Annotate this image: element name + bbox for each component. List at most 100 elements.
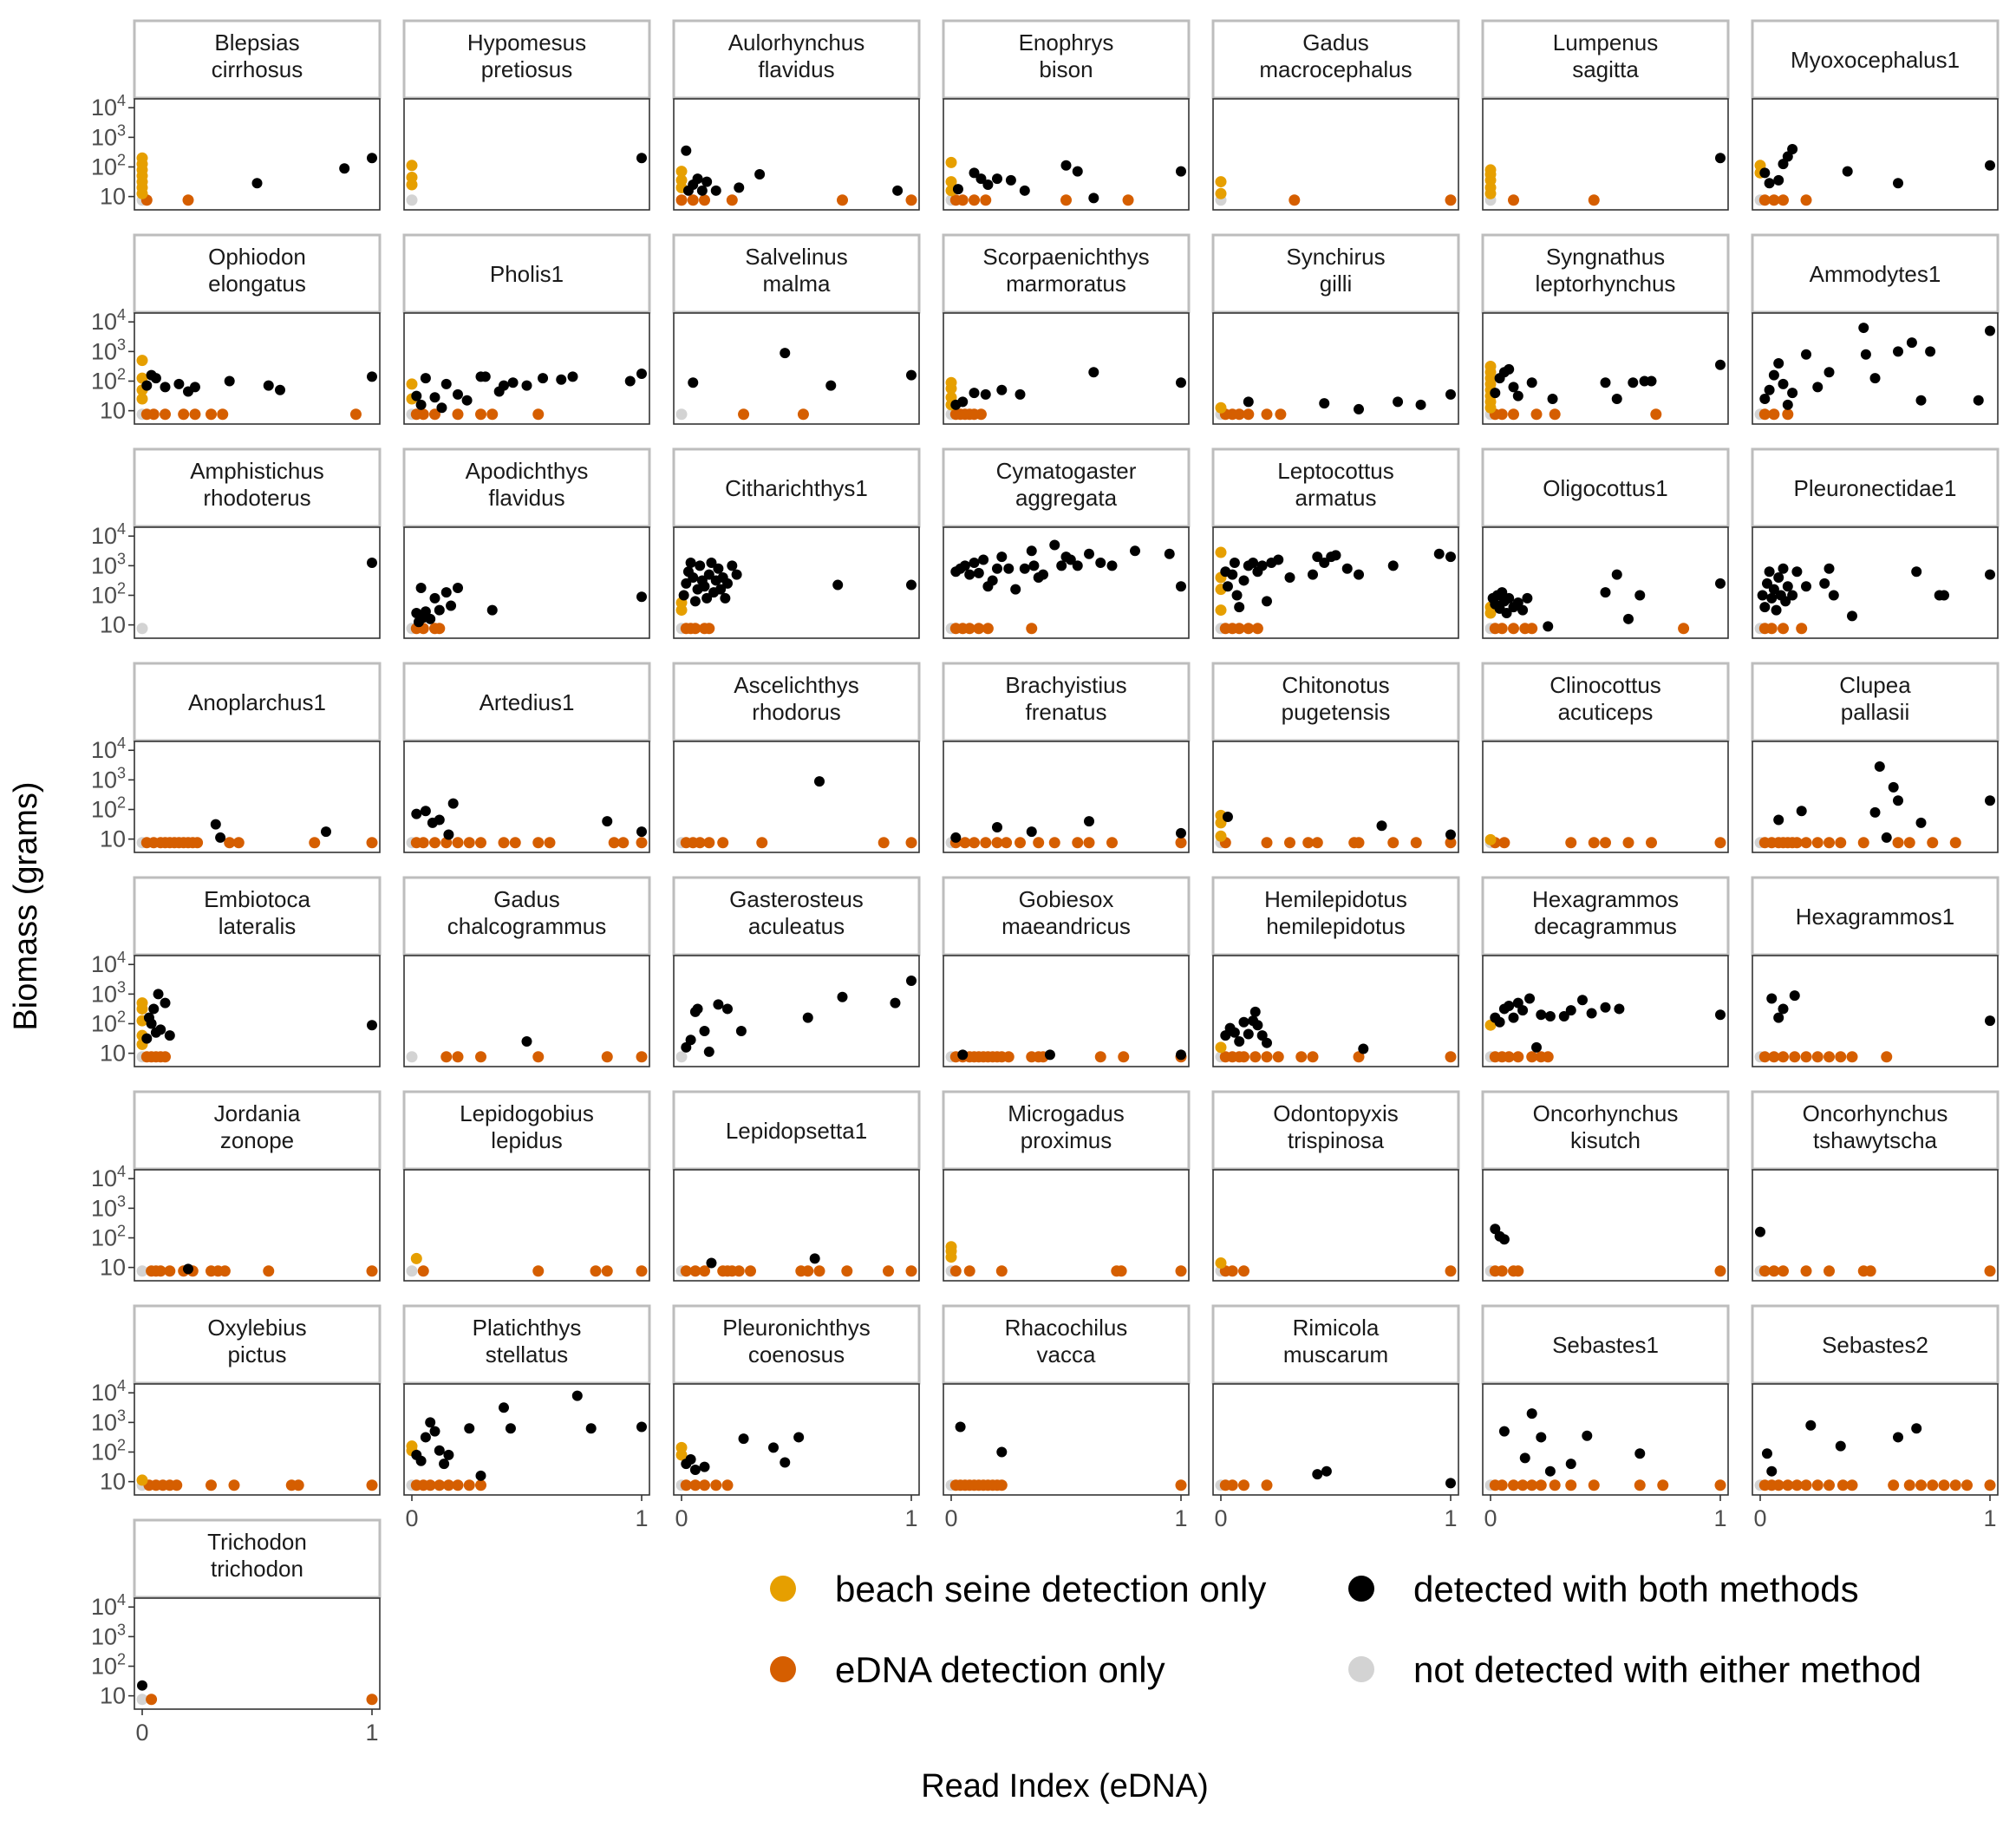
point-edna [1353,1051,1365,1063]
legend-label: not detected with either method [1413,1649,1921,1690]
panel-plot-area [403,98,650,211]
y-tick-label: 103 [91,764,126,793]
point-both [1985,569,1995,580]
point-seine [1484,833,1497,845]
point-both [1759,167,1771,179]
point-both [1445,552,1456,563]
facet-strip-label: aculeatus [748,913,845,939]
facet-strip [942,233,1191,314]
point-edna [232,837,245,849]
point-both [1222,581,1233,592]
point-edna [1445,194,1457,206]
point-edna [1588,1479,1600,1491]
point-both [1415,399,1426,410]
point-both [1010,584,1021,595]
point-both [1796,806,1807,817]
point-both [1893,795,1903,806]
facet-strip [1481,1090,1730,1171]
facet-strip-label: Pleuronichthys [722,1315,871,1341]
point-both [141,380,153,391]
point-both [1019,185,1030,196]
point-both [1028,560,1040,571]
facet-strip-label: leptorhynchus [1536,271,1676,297]
point-both [754,169,766,180]
panel-plot-area [134,312,381,425]
y-tick-label: 102 [91,1223,126,1251]
point-edna [969,837,980,849]
point-seine [1215,830,1227,842]
facet-strip-label: lateralis [219,913,297,939]
facet-strip-label: Embiotoca [204,886,310,912]
legend-label: beach seine detection only [835,1569,1266,1609]
point-none [406,1051,418,1063]
facet-panel: Hexagrammos1 [1751,876,2000,1067]
point-both [1312,1469,1323,1480]
point-both [1243,1028,1254,1040]
point-both [447,798,459,809]
facet-strip [133,19,382,100]
point-edna [590,1265,602,1277]
facet-strip-label: Sebastes1 [1552,1332,1659,1358]
point-edna [498,837,510,849]
point-both [636,591,647,603]
point-edna [905,194,917,206]
point-edna [1526,1479,1538,1491]
point-edna [1791,1479,1803,1491]
point-both [1038,569,1048,580]
point-edna [1508,1479,1519,1491]
point-edna [710,1479,722,1491]
facet-panel: Myoxocephalus1 [1751,19,2000,211]
point-edna [1678,623,1690,635]
point-edna [995,1265,1008,1277]
point-edna [675,194,688,206]
facet-strip-label: Chitonotus [1282,672,1389,698]
point-both [1056,560,1067,571]
panel-plot-area [1752,1383,1999,1496]
y-tick-base: 10 [100,1255,126,1281]
panel-plot-area [1752,526,1999,639]
point-edna [1233,408,1245,421]
y-tick-exponent: 4 [117,520,126,538]
point-both [1072,166,1083,177]
point-both [980,388,991,400]
point-both [251,178,263,189]
point-both [1522,592,1533,604]
point-edna [689,1479,701,1491]
point-both [1985,795,1995,806]
point-both [1354,569,1364,580]
point-edna [1387,837,1399,849]
panel-plot-area [1212,1169,1459,1282]
y-tick-base: 10 [91,1011,117,1037]
point-none [136,1694,148,1706]
point-edna [147,408,160,421]
point-edna [463,1479,475,1491]
y-tick-label: 103 [91,978,126,1007]
point-seine [406,378,418,390]
point-both [1766,1465,1778,1477]
point-both [703,569,714,580]
point-both [420,1432,431,1443]
point-both [969,167,980,179]
point-edna [949,1265,962,1277]
point-seine [406,171,418,183]
facet-strip [1751,447,2000,528]
y-axis-title: Biomass (grams) [8,781,44,1030]
facet-strip-label: Jordania [214,1100,301,1126]
point-both [1780,596,1791,607]
y-tick-label: 102 [91,794,126,823]
facet-strip-label: aggregata [1015,485,1118,511]
point-both [443,1449,454,1460]
legend-item-seine: beach seine detection only [770,1569,1266,1609]
facet-strip [1481,19,1730,100]
facet-strip [1481,233,1730,314]
y-tick-exponent: 3 [117,121,126,139]
point-edna [1758,194,1771,206]
point-edna [608,837,620,849]
facet-strip-label: lepidus [491,1127,562,1153]
legend-label: detected with both methods [1413,1569,1859,1609]
point-both [1768,584,1779,595]
point-both [480,371,491,382]
